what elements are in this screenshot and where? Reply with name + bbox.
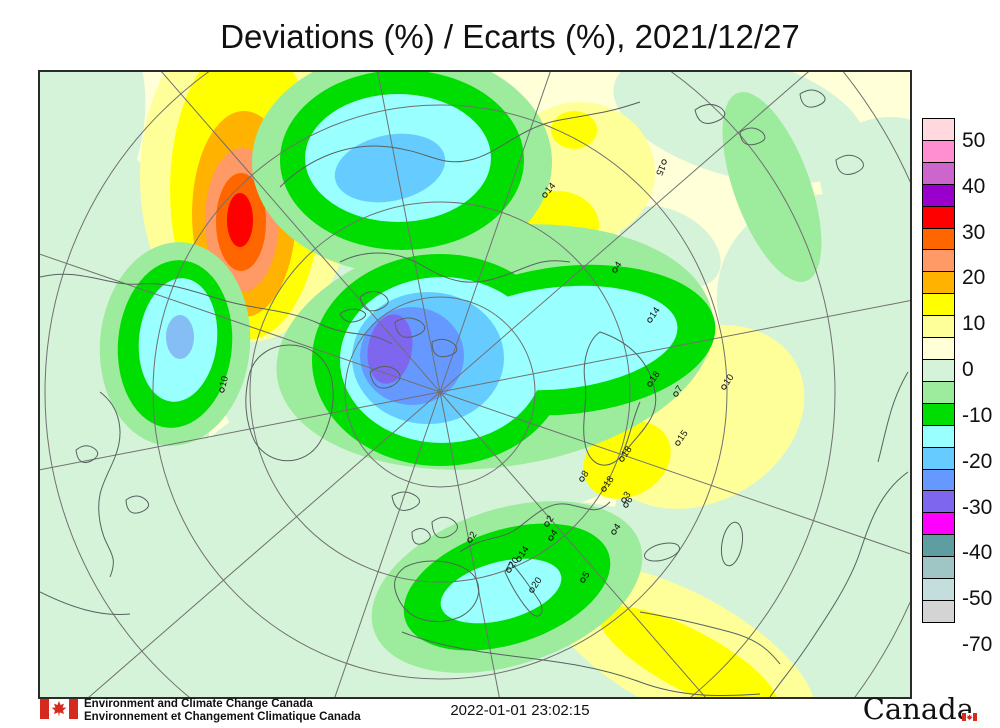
colorbar-cell — [922, 490, 955, 514]
colorbar-cell — [922, 534, 955, 558]
colorbar-cell — [922, 337, 955, 360]
colorbar-tick-label: 50 — [962, 128, 986, 152]
station-value-label: 14 — [517, 544, 532, 559]
colorbar-cell — [922, 599, 955, 623]
station-marker — [647, 317, 653, 323]
station-value-label: 4 — [549, 528, 561, 539]
station-value-label: 15 — [653, 163, 667, 177]
contour-field-blue — [138, 94, 678, 624]
colorbar-tick-label: 40 — [962, 174, 986, 198]
station-value-label: 18 — [620, 444, 635, 459]
station-marker — [601, 486, 607, 492]
map-canvas: 10 14 18 7 10 15 18 8 18 3 2 2 4 14 20 20 5 4 6 14 15 4 — [38, 70, 912, 699]
department-name-fr: Environnement et Changement Climatique C… — [84, 710, 361, 723]
colorbar-cell — [922, 315, 955, 339]
station-value-label: 20 — [507, 555, 522, 570]
colorbar-cell — [922, 446, 955, 470]
page-title: Deviations (%) / Ecarts (%), 2021/12/27 — [220, 18, 800, 55]
station-marker — [612, 267, 618, 273]
colorbar-cell — [922, 249, 955, 273]
colorbar-tick-label: -30 — [962, 495, 993, 519]
station-value-label: 3 — [622, 490, 634, 501]
colorbar-cell — [922, 556, 955, 580]
station-marker — [661, 159, 667, 165]
station-marker — [516, 556, 522, 562]
station-marker — [467, 537, 473, 543]
station-value-label: 20 — [530, 575, 545, 590]
department-name-en: Environment and Climate Change Canada — [84, 698, 313, 710]
station-value-label: 14 — [648, 305, 663, 320]
station-marker — [219, 387, 225, 393]
station-value-label: 18 — [648, 369, 663, 384]
graticule — [40, 72, 910, 697]
colorbar-cell — [922, 227, 955, 251]
station-marker — [673, 391, 679, 397]
station-marker — [506, 567, 512, 573]
colorbar-tick-label: 10 — [962, 312, 986, 336]
colorbar-cell — [922, 380, 955, 404]
colorbar-cell — [922, 183, 955, 207]
station-marker — [721, 384, 727, 390]
colorbar-tick-label: -10 — [962, 403, 993, 427]
colorbar-cell — [922, 118, 955, 141]
station-value-label: 18 — [602, 474, 617, 489]
colorbar-tick-label: -40 — [962, 541, 993, 565]
station-marker — [621, 497, 627, 503]
station-value-label: 4 — [613, 260, 625, 271]
station-marker — [611, 529, 617, 535]
station-value-label: 2 — [468, 530, 480, 541]
station-marker — [529, 587, 535, 593]
colorbar-tick-label: 30 — [962, 220, 986, 244]
colorbar-cell — [922, 424, 955, 448]
colorbar-cell — [922, 161, 955, 185]
station-marker — [623, 502, 629, 508]
station-value-label: 10 — [218, 375, 231, 388]
colorbar-cell — [922, 271, 955, 295]
station-value-label: 8 — [580, 469, 592, 480]
station-marker — [579, 476, 585, 482]
station-value-label: 5 — [581, 570, 593, 581]
colorbar-tick-label: 0 — [962, 358, 974, 382]
station-value-label: 4 — [612, 522, 624, 533]
station-value-label: 7 — [674, 384, 686, 395]
colorbar-cell — [922, 468, 955, 492]
station-marker — [548, 535, 554, 541]
colorbar-cell — [922, 205, 955, 229]
colorbar-cell — [922, 358, 955, 382]
canada-flag-icon — [40, 699, 78, 724]
station-value-label: 10 — [722, 372, 737, 387]
colorbar-labels: 50 40 30 20 10 0 -10 -20 -30 -40 -50 -70 — [962, 118, 1000, 658]
department-name: Environment and Climate Change Canada En… — [84, 698, 361, 723]
colorbar-tick-label: -70 — [962, 633, 993, 656]
colorbar — [922, 118, 955, 645]
station-marker — [675, 440, 681, 446]
station-value-label: 15 — [676, 428, 691, 443]
colorbar-cell — [922, 139, 955, 163]
station-marker — [580, 577, 586, 583]
station-marker — [544, 521, 550, 527]
canada-wordmark: Canada — [862, 692, 977, 728]
colorbar-cell — [922, 512, 955, 536]
station-marker — [542, 192, 548, 198]
colorbar-cell — [922, 293, 955, 317]
footer: Environment and Climate Change Canada En… — [0, 692, 1000, 726]
canada-wordmark-text: Canada — [862, 692, 974, 726]
colorbar-cell — [922, 578, 955, 601]
station-marker — [619, 456, 625, 462]
colorbar-cell — [922, 402, 955, 426]
station-value-label: 2 — [545, 514, 557, 525]
wordmark-flag-icon — [962, 694, 977, 728]
station-value-label: 6 — [624, 495, 636, 506]
colorbar-tick-label: -20 — [962, 449, 993, 473]
colorbar-tick-label: 20 — [962, 266, 986, 290]
generation-timestamp: 2022-01-01 23:02:15 — [450, 702, 590, 719]
colorbar-tick-label: -50 — [962, 587, 993, 611]
station-marker — [647, 381, 653, 387]
coastlines — [40, 89, 909, 697]
